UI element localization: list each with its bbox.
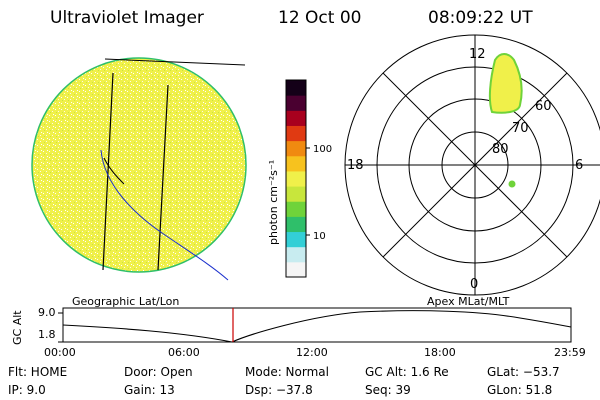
mlt-label-0: 0: [470, 277, 478, 292]
colorbar-stripe: [286, 80, 306, 96]
colorbar-stripe: [286, 231, 306, 248]
colorbar-stripe: [286, 216, 306, 233]
x-tick-1200: 12:00: [296, 346, 328, 359]
longitude-line-1: [102, 72, 114, 271]
x-tick-2359: 23:59: [554, 346, 586, 359]
geographic-panel-label: Geographic Lat/Lon: [72, 295, 179, 308]
geographic-disk: [31, 57, 247, 281]
altitude-frame: [62, 307, 572, 343]
status-dsp: Dsp: −37.8: [245, 383, 313, 397]
colorbar-stripe: [286, 140, 306, 157]
status-flt: Flt: HOME: [8, 365, 68, 379]
x-tick-0000: 00:00: [44, 346, 76, 359]
longitude-line-2: [157, 84, 169, 271]
mlt-label-18: 18: [347, 158, 364, 173]
polar-diagonal-2: [382, 72, 568, 258]
aurora-patch: [488, 53, 523, 114]
mlat-label-80: 80: [492, 142, 509, 157]
colorbar-frame: [285, 79, 307, 278]
status-ip: IP: 9.0: [8, 383, 46, 397]
mlt-label-6: 6: [575, 158, 583, 173]
y-tick-label-high: 9.0: [38, 306, 56, 319]
colorbar-stripe: [286, 95, 306, 111]
colorbar-stripe: [286, 155, 306, 172]
colorbar-unit-label: photon cm⁻²s⁻¹: [267, 160, 280, 245]
color-bar: [285, 79, 307, 278]
earth-disk: [31, 57, 247, 273]
status-seq: Seq: 39: [365, 383, 411, 397]
x-tick-0600: 06:00: [168, 346, 200, 359]
colorbar-label-100: 100: [313, 144, 332, 155]
y-tick-label-low: 1.8: [38, 328, 56, 341]
status-gain: Gain: 13: [124, 383, 175, 397]
time-label: 08:09:22 UT: [428, 8, 533, 28]
app-title: Ultraviolet Imager: [50, 8, 204, 28]
status-gc-alt: GC Alt: 1.6 Re: [365, 365, 449, 379]
mlat-label-70: 70: [512, 121, 529, 136]
status-glon: GLon: 51.8: [487, 383, 553, 397]
colorbar-stripe: [286, 246, 306, 263]
x-tick-1800: 18:00: [424, 346, 456, 359]
horizon-line: [104, 58, 246, 66]
colorbar-label-10: 10: [313, 231, 326, 242]
colorbar-stripe: [286, 261, 306, 278]
colorbar-stripe: [286, 125, 306, 142]
mlt-label-12: 12: [469, 47, 486, 62]
status-door: Door: Open: [124, 365, 193, 379]
polar-plot: [344, 34, 600, 296]
colorbar-stripe: [286, 110, 306, 126]
aurora-dot: [508, 180, 516, 188]
terminator-curve: [100, 149, 229, 281]
altitude-curve: [62, 310, 572, 343]
status-mode: Mode: Normal: [245, 365, 329, 379]
mlat-label-60: 60: [535, 99, 552, 114]
altitude-ylabel: GC Alt: [11, 310, 24, 345]
status-glat: GLat: −53.7: [487, 365, 560, 379]
altitude-chart: [58, 307, 572, 343]
coastline: [103, 157, 125, 185]
apex-panel-label: Apex MLat/MLT: [427, 295, 510, 308]
colorbar-stripe: [286, 170, 306, 187]
colorbar-stripe: [286, 186, 306, 202]
date-label: 12 Oct 00: [278, 8, 362, 28]
colorbar-stripe: [286, 201, 306, 217]
